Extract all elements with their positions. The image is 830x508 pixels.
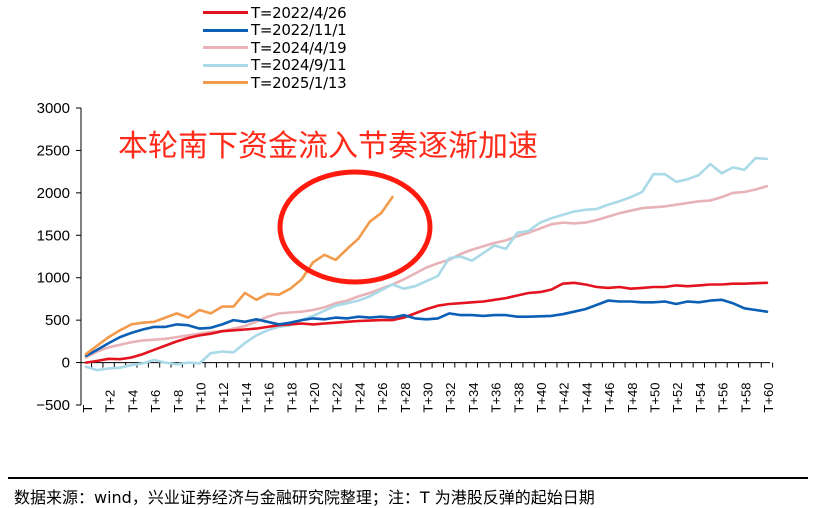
x-tick-label: T+58 — [738, 383, 753, 413]
x-tick-label: T+2 — [103, 390, 118, 413]
x-tick-label: T+34 — [466, 383, 481, 413]
x-tick-label: T+38 — [511, 383, 526, 413]
legend-swatch — [203, 81, 248, 85]
x-tick-label: T+30 — [421, 383, 436, 413]
y-tick-label: 2000 — [37, 185, 70, 202]
series-line--2022-11-1 — [84, 298, 769, 358]
x-tick-label: T+48 — [625, 383, 640, 413]
legend-item-2025-1-13: T=2025/1/13 — [203, 73, 347, 92]
x-tick-label: T+50 — [648, 383, 663, 413]
highlight-ellipse — [277, 169, 433, 285]
legend-swatch — [203, 46, 248, 50]
x-tick-label: T+60 — [761, 383, 776, 413]
legend-swatch — [203, 63, 248, 67]
x-tick-label: T+44 — [579, 383, 594, 413]
x-tick-label: T+52 — [670, 383, 685, 413]
x-tick-label: T — [80, 405, 95, 413]
x-tick-label: T+22 — [330, 383, 345, 413]
x-tick-label: T+20 — [307, 383, 322, 413]
x-tick-label: T+42 — [557, 383, 572, 413]
x-tick-label: T+10 — [194, 383, 209, 413]
highlight-circle — [277, 169, 433, 285]
x-tick-label: T+40 — [534, 383, 549, 413]
legend-item-2022-11-1: T=2022/11/1 — [203, 21, 347, 40]
legend-item-2024-4-19: T=2024/4/19 — [203, 38, 347, 57]
x-tick-label: T+24 — [352, 383, 367, 413]
y-tick-label: 500 — [45, 312, 70, 329]
legend-label: T=2022/4/26 — [251, 3, 347, 22]
legend-item-2022-4-26: T=2022/4/26 — [203, 3, 347, 22]
y-tick-label: 1000 — [37, 270, 70, 287]
x-tick-label: T+26 — [375, 383, 390, 413]
x-axis: T T+2 T+4 T+6 T+8 T+10 T+12 T+14 T+16 T+18 T+20 T+2… — [80, 362, 776, 413]
y-tick-label: 2500 — [37, 142, 70, 159]
y-axis: −500 0 500 1000 1500 2000 2500 3000 — [36, 100, 82, 414]
y-tick-label: 3000 — [37, 100, 70, 117]
x-tick-label: T+16 — [262, 383, 277, 413]
legend-label: T=2024/4/19 — [251, 38, 347, 57]
x-tick-label: T+8 — [171, 390, 186, 413]
legend: T=2022/4/26 T=2022/11/1 T=2024/4/19 T=20… — [203, 3, 347, 92]
legend-item-2024-9-11: T=2024/9/11 — [203, 56, 347, 75]
x-tick-label: T+54 — [693, 383, 708, 413]
legend-swatch — [203, 11, 248, 15]
series-line--2025-1-13 — [84, 195, 394, 356]
series-lines — [84, 156, 769, 372]
x-tick-label: T+14 — [239, 383, 254, 413]
x-tick-label: T+12 — [216, 383, 231, 413]
y-tick-label: −500 — [36, 397, 70, 414]
legend-swatch — [203, 28, 248, 32]
series-line--2022-4-26 — [84, 281, 769, 364]
x-tick-label: T+32 — [443, 383, 458, 413]
series-line--2024-9-11 — [84, 156, 769, 372]
x-tick-label: T+28 — [398, 383, 413, 413]
x-tick-label: T+18 — [284, 383, 299, 413]
y-tick-label: 1500 — [37, 227, 70, 244]
legend-label: T=2022/11/1 — [251, 21, 347, 40]
source-note: 数据来源：wind，兴业证券经济与金融研究院整理；注：T 为港股反弹的起始日期 — [14, 488, 595, 507]
legend-label: T=2025/1/13 — [251, 73, 347, 92]
x-tick-label: T+4 — [125, 390, 140, 413]
y-tick-label: 0 — [62, 355, 70, 372]
x-tick-label: T+56 — [716, 383, 731, 413]
legend-label: T=2024/9/11 — [251, 56, 347, 75]
series-line--2024-4-19 — [84, 184, 769, 359]
footer-divider — [8, 477, 808, 479]
chart-annotation: 本轮南下资金流入节奏逐渐加速 — [118, 129, 538, 164]
x-tick-label: T+46 — [602, 383, 617, 413]
x-tick-label: T+36 — [489, 383, 504, 413]
x-tick-label: T+6 — [148, 390, 163, 413]
